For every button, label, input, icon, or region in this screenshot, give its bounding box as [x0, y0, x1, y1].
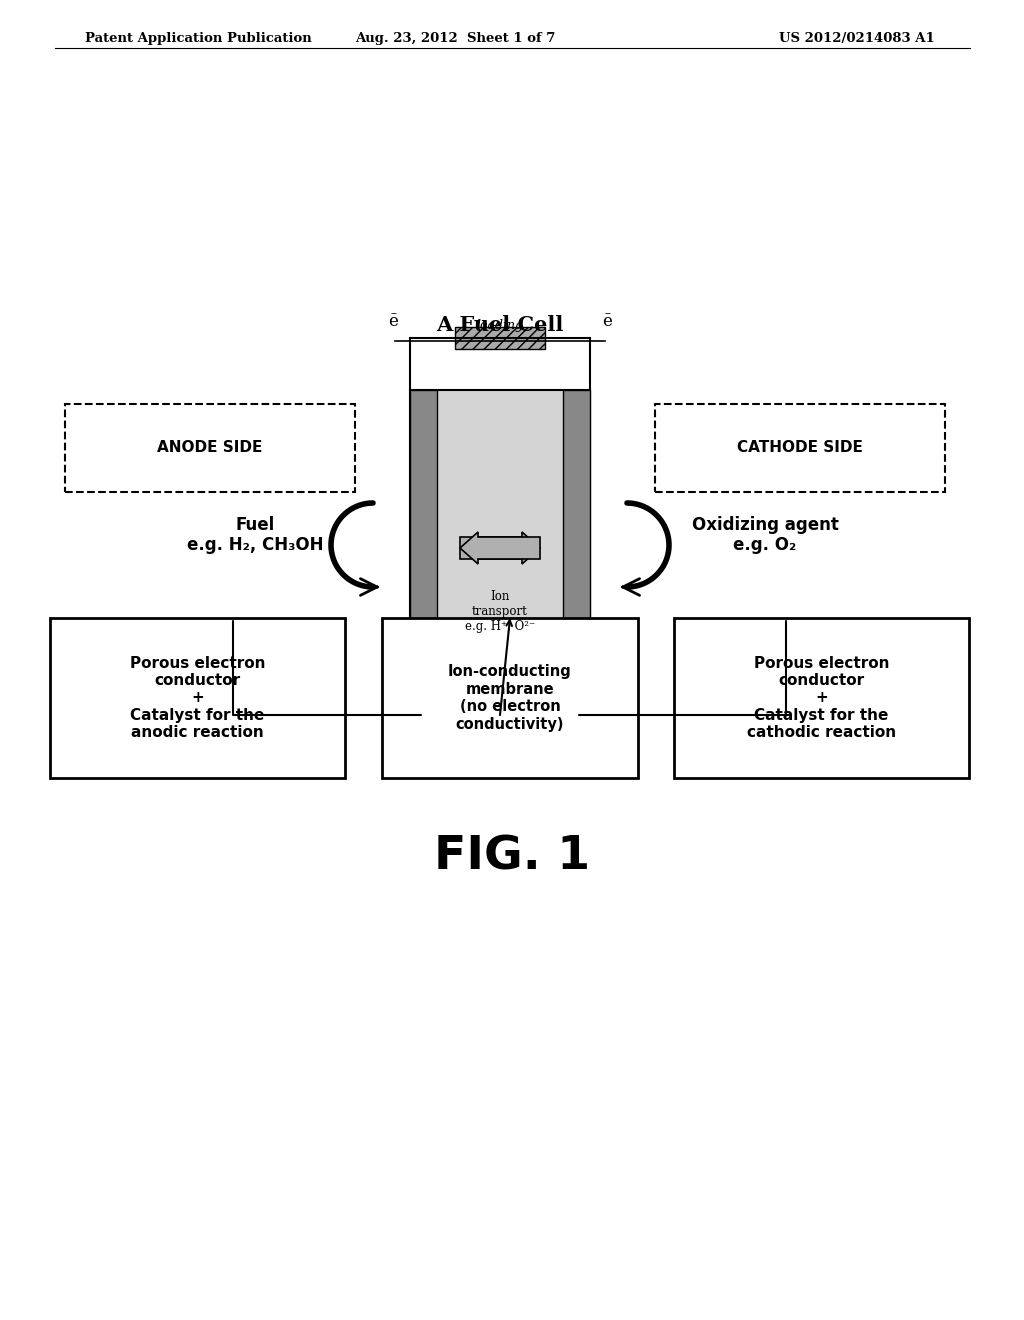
Text: FIG. 1: FIG. 1: [434, 836, 590, 880]
Text: Oxidizing agent
e.g. O₂: Oxidizing agent e.g. O₂: [691, 516, 839, 554]
Text: A Fuel Cell: A Fuel Cell: [436, 315, 563, 335]
FancyArrow shape: [460, 532, 540, 564]
FancyBboxPatch shape: [410, 389, 590, 715]
FancyBboxPatch shape: [455, 327, 545, 348]
Text: CATHODE SIDE: CATHODE SIDE: [737, 441, 863, 455]
Text: Patent Application Publication: Patent Application Publication: [85, 32, 311, 45]
FancyBboxPatch shape: [674, 618, 969, 777]
Text: Porous electron
conductor
+
Catalyst for the
anodic reaction: Porous electron conductor + Catalyst for…: [130, 656, 265, 741]
Text: Ion
transport
e.g. H⁺, O²⁻: Ion transport e.g. H⁺, O²⁻: [465, 590, 536, 634]
Text: US 2012/0214083 A1: US 2012/0214083 A1: [779, 32, 935, 45]
Text: Ion-conducting
membrane
(no electron
conductivity): Ion-conducting membrane (no electron con…: [449, 664, 571, 731]
Text: ē: ē: [602, 313, 612, 330]
FancyBboxPatch shape: [563, 389, 590, 715]
FancyBboxPatch shape: [382, 618, 638, 777]
FancyBboxPatch shape: [655, 404, 945, 492]
Text: ANODE SIDE: ANODE SIDE: [158, 441, 263, 455]
Text: loading: loading: [476, 319, 523, 333]
FancyBboxPatch shape: [50, 618, 345, 777]
FancyBboxPatch shape: [65, 404, 355, 492]
Text: Fuel
e.g. H₂, CH₃OH: Fuel e.g. H₂, CH₃OH: [186, 516, 324, 554]
Text: Aug. 23, 2012  Sheet 1 of 7: Aug. 23, 2012 Sheet 1 of 7: [354, 32, 555, 45]
Text: Porous electron
conductor
+
Catalyst for the
cathodic reaction: Porous electron conductor + Catalyst for…: [746, 656, 896, 741]
Text: ē: ē: [388, 313, 398, 330]
FancyBboxPatch shape: [410, 389, 437, 715]
FancyArrow shape: [460, 532, 540, 564]
